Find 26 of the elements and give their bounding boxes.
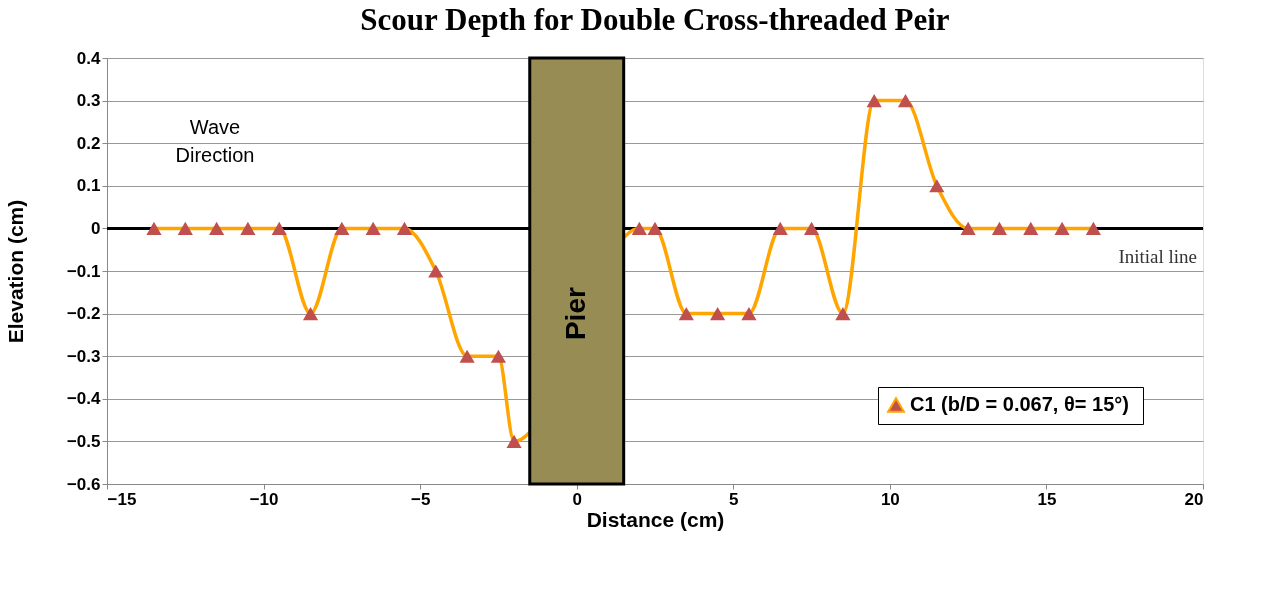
legend-label: C1 (b/D = 0.067, θ= 15°) xyxy=(910,393,1129,415)
ref-line-label: Initial line xyxy=(1118,246,1197,268)
x-tick-label: 5 xyxy=(729,489,739,509)
y-tick-label: 0.2 xyxy=(76,133,101,153)
y-tick-label: 0.4 xyxy=(76,48,102,68)
x-tick-label: 10 xyxy=(880,489,900,509)
annotation: Wave Direction xyxy=(175,116,255,166)
x-tick-label: 20 xyxy=(1184,489,1204,509)
band-label: Pier xyxy=(559,287,591,341)
y-tick-label: −0.3 xyxy=(66,346,101,366)
y-tick-label: −0.1 xyxy=(66,261,101,281)
chart-title: Scour Depth for Double Cross-threaded Peir xyxy=(360,2,950,37)
x-tick-label: −15 xyxy=(107,489,137,509)
y-tick-label: −0.6 xyxy=(66,474,101,494)
x-tick-label: −10 xyxy=(249,489,279,509)
y-tick-label: −0.5 xyxy=(66,431,101,451)
x-tick-label: 0 xyxy=(572,489,582,509)
y-tick-label: 0.3 xyxy=(76,91,101,111)
y-tick-label: 0 xyxy=(91,218,101,238)
y-axis-title: Elevation (cm) xyxy=(3,199,27,344)
x-tick-label: 15 xyxy=(1037,489,1057,509)
y-tick-label: 0.1 xyxy=(76,176,101,196)
y-tick-label: −0.4 xyxy=(66,389,102,409)
y-tick-label: −0.2 xyxy=(66,304,101,324)
x-tick-label: −5 xyxy=(410,489,431,509)
x-axis-title: Distance (cm) xyxy=(586,507,725,531)
